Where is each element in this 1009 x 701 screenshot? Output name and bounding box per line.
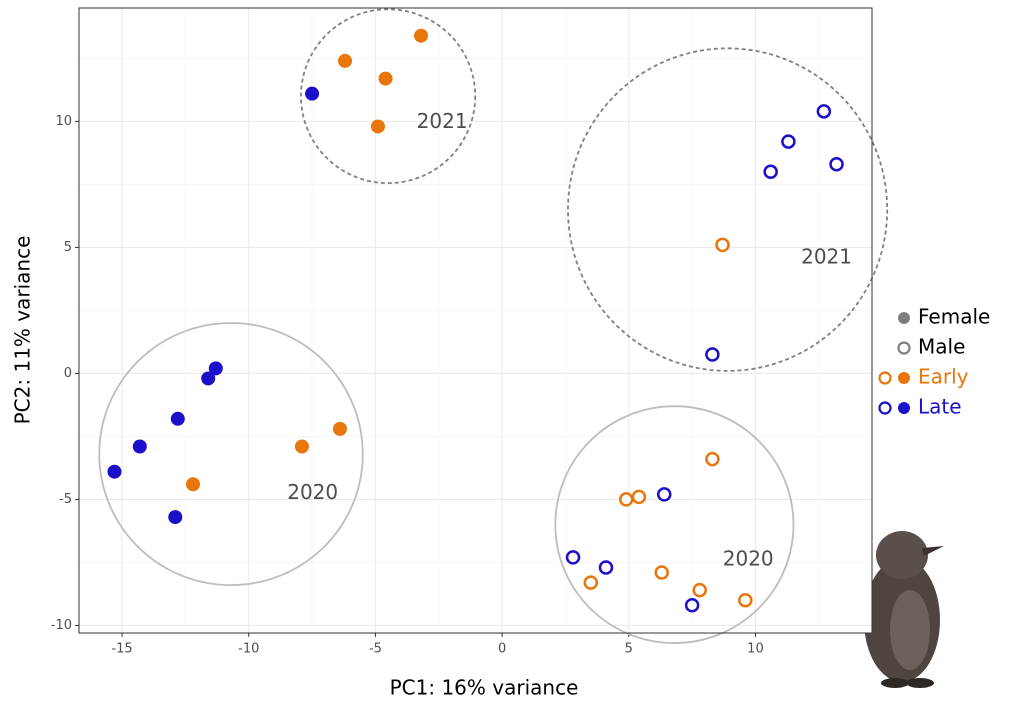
point (738, 592, 753, 608)
x-tick-label: -5 (369, 642, 382, 657)
y-tick-label: 10 (55, 114, 72, 129)
x-axis-title: PC1: 16% variance (390, 676, 579, 700)
point (170, 411, 185, 426)
ellipse-label: 2020 (723, 547, 774, 571)
point (829, 157, 844, 172)
legend-label: Late (918, 395, 962, 419)
legend-symbol (898, 402, 910, 414)
point (598, 560, 614, 575)
point (208, 361, 223, 376)
y-tick-label: -10 (51, 618, 72, 633)
point (186, 477, 201, 492)
y-tick-label: -5 (59, 492, 72, 507)
point (705, 451, 720, 467)
point (294, 439, 309, 454)
point (781, 134, 796, 149)
legend-label: Early (918, 365, 969, 389)
x-tick-label: 10 (747, 642, 764, 657)
legend-symbol (898, 312, 910, 324)
point (631, 489, 647, 505)
x-tick-label: -15 (111, 642, 132, 657)
point (305, 86, 320, 101)
point (338, 53, 353, 68)
group-ellipse (567, 47, 889, 372)
point (656, 487, 672, 502)
panel-border (78, 7, 873, 634)
point (565, 550, 581, 565)
point (763, 164, 778, 180)
legend-label: Male (918, 335, 965, 359)
legend-label: Female (918, 305, 990, 329)
point (692, 582, 707, 598)
group-ellipse (98, 322, 364, 587)
y-tick-label: 0 (64, 366, 72, 381)
point (332, 421, 347, 436)
point (705, 347, 720, 362)
ellipse-label: 2021 (801, 245, 852, 269)
legend-symbol (897, 341, 911, 355)
x-tick-label: 0 (498, 642, 506, 657)
point (654, 565, 669, 580)
x-tick-label: -10 (238, 642, 259, 657)
ellipse-label: 2021 (417, 109, 468, 133)
point (107, 464, 122, 479)
y-tick-label: 5 (64, 240, 72, 255)
point (618, 492, 634, 507)
point (378, 71, 393, 86)
group-ellipse (554, 405, 795, 644)
point (414, 28, 429, 43)
penguin-image (864, 531, 944, 688)
y-axis-title: PC2: 11% variance (11, 236, 35, 425)
ellipse-label: 2020 (287, 480, 338, 504)
point (201, 371, 216, 386)
point (816, 104, 832, 119)
point (168, 510, 183, 525)
point (583, 575, 599, 590)
point (370, 119, 385, 134)
legend-symbol (878, 401, 892, 415)
x-tick-label: 5 (625, 642, 633, 657)
point (132, 439, 147, 454)
point (715, 237, 730, 253)
point (684, 598, 700, 613)
legend-symbol (898, 372, 910, 384)
plot-panel (79, 8, 872, 633)
group-ellipse (300, 8, 477, 185)
legend-symbol (878, 371, 892, 385)
